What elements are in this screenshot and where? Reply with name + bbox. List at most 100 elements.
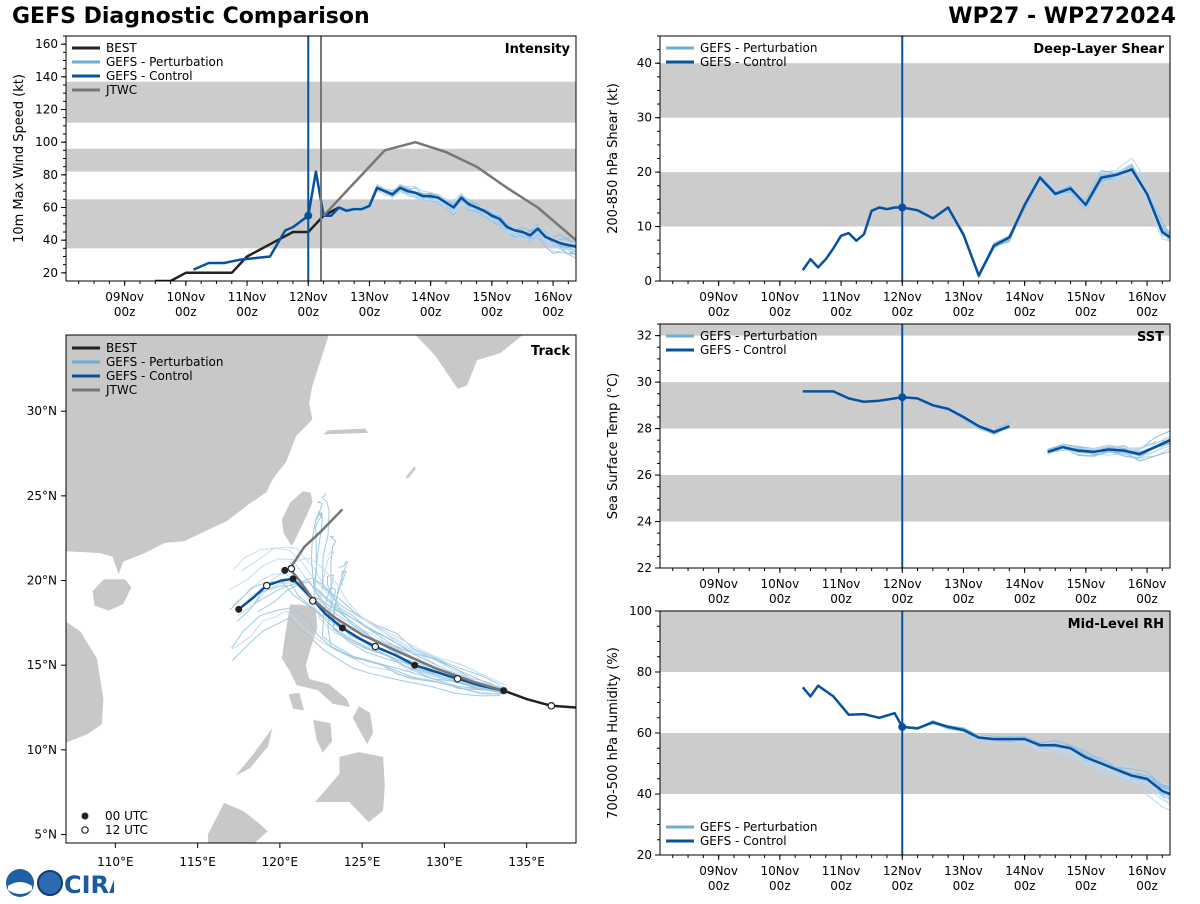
panay-negros-land	[312, 718, 333, 755]
intensity-xtick-label: 00z	[420, 305, 442, 319]
track-title: Track	[531, 344, 570, 359]
sst-perturbation-line	[1047, 447, 1170, 462]
intensity-series-gefs-control	[193, 170, 576, 271]
sst-xtick-label: 11Nov	[822, 577, 861, 591]
track-marker-00utc	[235, 605, 243, 613]
palawan-land	[233, 725, 274, 778]
intensity-ytick-label: 120	[35, 103, 58, 117]
storm-id: WP27 - WP272024	[948, 4, 1176, 29]
intensity-panel: 2040608010012014016009Nov00z10Nov00z11No…	[12, 35, 577, 319]
rh-xtick-label: 12Nov	[883, 864, 922, 878]
track-perturbation-line	[232, 573, 502, 692]
rh-xtick-label: 14Nov	[1005, 864, 1044, 878]
sst-xtick-label: 16Nov	[1128, 577, 1167, 591]
rh-perturbation-line	[902, 722, 1170, 811]
noaa-logo-icon	[8, 882, 32, 894]
samar-leyte-land	[351, 705, 375, 746]
rh-ytick-label: 100	[629, 604, 652, 618]
rh-xtick-label: 10Nov	[760, 864, 799, 878]
rh-legend-label: GEFS - Perturbation	[700, 820, 817, 834]
rh-title: Mid-Level RH	[1068, 617, 1164, 632]
rh-band	[660, 611, 1170, 672]
taiwan-land	[281, 490, 314, 548]
shear-xtick-label: 00z	[891, 305, 913, 319]
sst-xtick-label: 00z	[891, 592, 913, 606]
shear-ytick-label: 20	[637, 165, 652, 179]
okinawa-land	[404, 464, 417, 480]
sst-xtick-label: 00z	[953, 592, 975, 606]
track-lon-label: 115°E	[179, 855, 216, 869]
globe-icon	[37, 870, 63, 896]
intensity-ytick-label: 140	[35, 70, 58, 84]
sst-xtick-label: 14Nov	[1005, 577, 1044, 591]
shear-xtick-label: 00z	[1136, 305, 1158, 319]
sst-init-dot	[898, 393, 907, 402]
intensity-xtick-label: 10Nov	[166, 290, 205, 304]
luzon-land	[281, 603, 352, 709]
intensity-xtick-label: 00z	[114, 305, 136, 319]
track-perturbation-line	[257, 581, 504, 694]
track-marker-00utc	[289, 575, 297, 583]
sst-title: SST	[1137, 330, 1164, 345]
track-lat-label: 5°N	[34, 828, 57, 842]
rh-xtick-label: 00z	[708, 879, 730, 893]
shear-ylabel: 200-850 hPa Shear (kt)	[606, 83, 621, 234]
intensity-legend-label: GEFS - Perturbation	[106, 55, 223, 69]
intensity-ytick-label: 60	[43, 201, 58, 215]
intensity-ytick-label: 80	[43, 168, 58, 182]
rh-xtick-label: 00z	[891, 879, 913, 893]
shear-xtick-label: 00z	[953, 305, 975, 319]
japan-land	[414, 335, 525, 390]
shear-series-gefs-control	[801, 168, 1170, 277]
track-frame	[65, 334, 577, 844]
intensity-xtick-label: 11Nov	[228, 290, 267, 304]
hainan-land	[91, 578, 133, 612]
intensity-ytick-label: 160	[35, 37, 58, 51]
best-track-line	[503, 689, 576, 709]
intensity-series-jtwc	[322, 140, 576, 242]
intensity-legend-label: JTWC	[105, 83, 137, 97]
track-perturbation-line	[313, 511, 508, 691]
track-legend-12utc-label: 12 UTC	[105, 823, 148, 837]
shear-legend-label: GEFS - Control	[700, 55, 787, 69]
rh-ytick-label: 80	[637, 665, 652, 679]
shear-init-dot	[898, 203, 907, 212]
intensity-ytick-label: 40	[43, 233, 58, 247]
intensity-ytick-label: 100	[35, 135, 58, 149]
shear-xtick-label: 00z	[769, 305, 791, 319]
sst-xtick-label: 00z	[830, 592, 852, 606]
shear-xtick-label: 14Nov	[1005, 290, 1044, 304]
sst-xtick-label: 00z	[708, 592, 730, 606]
track-panel: 110°E 115°E 120°E 125°E 130°E 135°E 5°N 10°N 15°…	[27, 334, 577, 869]
rh-xtick-label: 00z	[830, 879, 852, 893]
rh-ytick-label: 40	[637, 787, 652, 801]
sst-xtick-label: 12Nov	[883, 577, 922, 591]
intensity-xtick-label: 12Nov	[289, 290, 328, 304]
track-legend-label: GEFS - Perturbation	[106, 355, 223, 369]
intensity-xtick-label: 00z	[481, 305, 503, 319]
track-lat-label: 25°N	[27, 489, 57, 503]
jtwc-track-line	[288, 508, 504, 692]
track-marker-12utc	[287, 564, 296, 573]
rh-ytick-label: 60	[637, 726, 652, 740]
shear-band	[660, 63, 1170, 118]
track-lat-label: 10°N	[27, 743, 57, 757]
track-legend-label: BEST	[106, 341, 137, 355]
track-perturbation-line	[321, 574, 505, 694]
rh-ylabel: 700-500 hPa Humidity (%)	[606, 647, 621, 819]
intensity-ylabel: 10m Max Wind Speed (kt)	[12, 74, 27, 243]
borneo-land	[207, 801, 270, 843]
shear-ytick-label: 30	[637, 111, 652, 125]
sst-xtick-label: 00z	[1014, 592, 1036, 606]
shear-ytick-label: 10	[637, 220, 652, 234]
intensity-xtick-label: 09Nov	[105, 290, 144, 304]
track-perturbation-line	[333, 560, 507, 691]
track-lon-label: 120°E	[262, 855, 299, 869]
vietnam-land	[66, 620, 105, 843]
shear-xtick-label: 12Nov	[883, 290, 922, 304]
shear-xtick-label: 00z	[1014, 305, 1036, 319]
rh-series-gefs-control	[801, 684, 1170, 796]
track-perturbation-line	[233, 547, 508, 687]
shear-xtick-label: 09Nov	[699, 290, 738, 304]
